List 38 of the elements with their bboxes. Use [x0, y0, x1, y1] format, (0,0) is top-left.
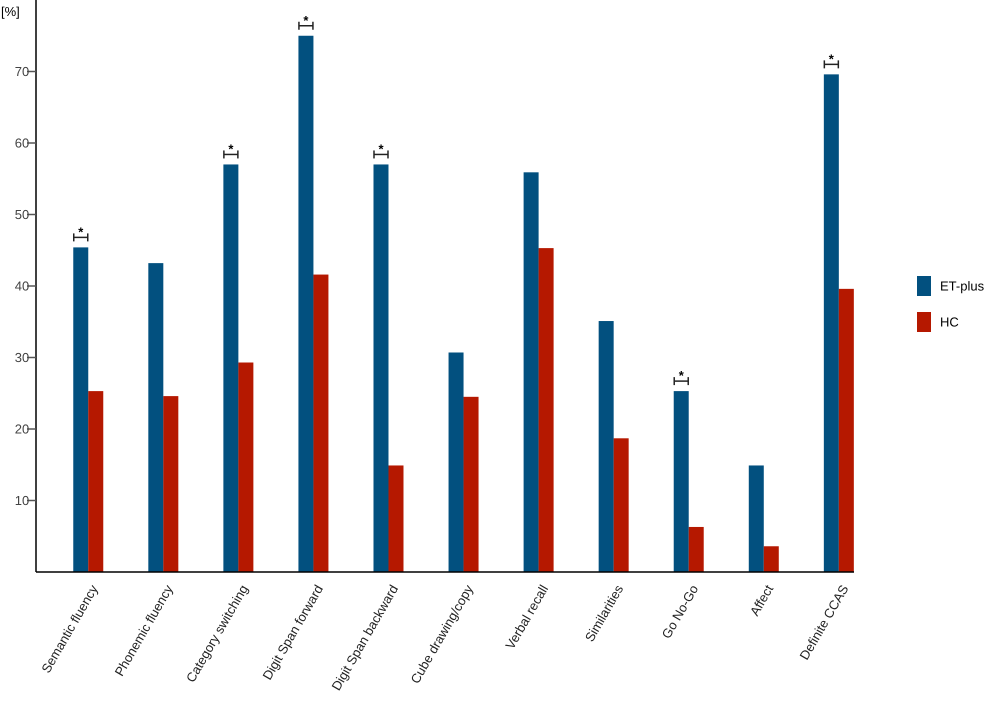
bar [148, 263, 164, 572]
data-label: * [378, 141, 384, 156]
y-tick-label: 10 [14, 493, 30, 508]
bar [614, 438, 629, 572]
bar [464, 396, 479, 572]
data-label: * [678, 368, 685, 384]
y-tick-label: 20 [14, 422, 30, 437]
bar [373, 164, 388, 572]
y-tick-label: 70 [14, 64, 30, 80]
bar [688, 526, 704, 572]
bar [824, 74, 839, 572]
data-label: * [303, 12, 310, 28]
bar [388, 465, 404, 572]
y-tick-label: 60 [14, 136, 30, 151]
bar [538, 248, 554, 572]
bar [298, 36, 314, 572]
legend-label: ET-plus [940, 278, 985, 294]
bar [238, 362, 254, 572]
y-tick-label: 40 [14, 278, 30, 294]
bar [838, 288, 854, 572]
data-label: * [228, 141, 234, 156]
bar [73, 247, 88, 572]
bar [313, 274, 328, 572]
bar [448, 352, 464, 572]
legend-label: HC [940, 314, 959, 330]
bar [223, 164, 238, 572]
bar [163, 396, 178, 572]
y-tick-label: 50 [14, 207, 30, 222]
y-axis-title: [%] [1, 4, 20, 19]
y-tick-label: 30 [14, 350, 30, 366]
bar [598, 321, 614, 572]
bar [88, 391, 104, 572]
data-label: * [828, 51, 835, 66]
bar [748, 465, 764, 572]
bar [674, 391, 689, 572]
bar [764, 546, 779, 572]
data-label: * [78, 224, 84, 240]
bar [524, 172, 539, 572]
